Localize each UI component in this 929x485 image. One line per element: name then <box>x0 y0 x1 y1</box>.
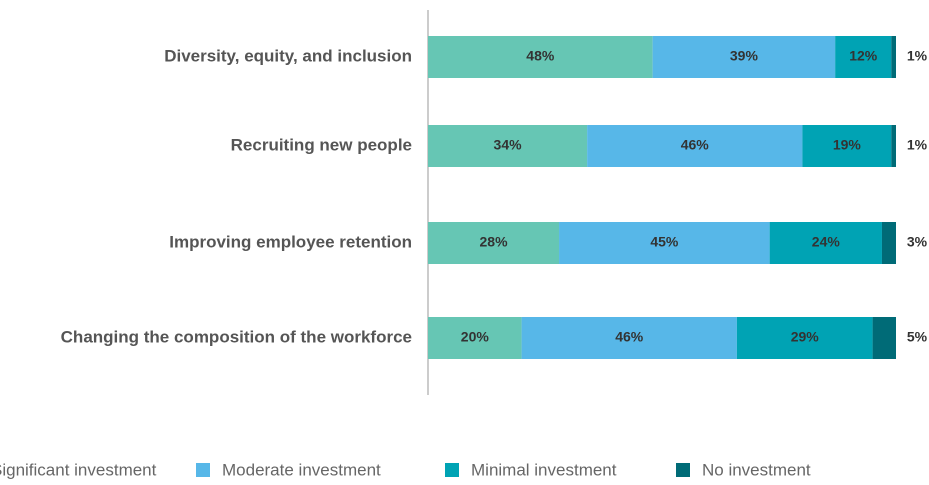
category-label: Changing the composition of the workforc… <box>61 327 412 346</box>
value-label: 3% <box>907 234 928 250</box>
legend-swatch <box>676 463 690 477</box>
value-label: 34% <box>494 137 523 153</box>
value-label: 20% <box>461 329 490 345</box>
value-label: 39% <box>730 48 759 64</box>
bar-segment <box>559 222 770 264</box>
value-label: 29% <box>791 329 820 345</box>
bar-segment <box>428 317 522 359</box>
value-label: 45% <box>650 234 679 250</box>
value-label: 46% <box>615 329 644 345</box>
bar-segment <box>802 125 892 167</box>
value-label: 12% <box>849 48 878 64</box>
category-label: Recruiting new people <box>231 135 412 154</box>
legend-label: Significant investment <box>0 460 157 479</box>
bar-segment <box>769 222 882 264</box>
value-label: 1% <box>907 48 928 64</box>
bar-segment <box>587 125 803 167</box>
category-label: Diversity, equity, and inclusion <box>164 46 412 65</box>
bar-segment <box>872 317 896 359</box>
legend-label: No investment <box>702 460 811 479</box>
value-label: 24% <box>812 234 841 250</box>
bar-segment <box>652 36 836 78</box>
bar-segment <box>736 317 873 359</box>
legend-swatch <box>196 463 210 477</box>
value-label: 48% <box>526 48 555 64</box>
bar-segment <box>881 222 896 264</box>
bar-segment <box>891 36 896 78</box>
bar-segment <box>428 125 588 167</box>
bar-segment <box>521 317 737 359</box>
legend-swatch <box>445 463 459 477</box>
legend-label: Moderate investment <box>222 460 381 479</box>
value-label: 28% <box>480 234 509 250</box>
category-label: Improving employee retention <box>169 232 412 251</box>
bar-segment <box>428 36 653 78</box>
value-label: 46% <box>681 137 710 153</box>
value-label: 5% <box>907 329 928 345</box>
bar-segment <box>428 222 560 264</box>
bar-segment <box>891 125 896 167</box>
value-label: 1% <box>907 137 928 153</box>
bar-segment <box>835 36 892 78</box>
legend-label: Minimal investment <box>471 460 617 479</box>
value-label: 19% <box>833 137 862 153</box>
